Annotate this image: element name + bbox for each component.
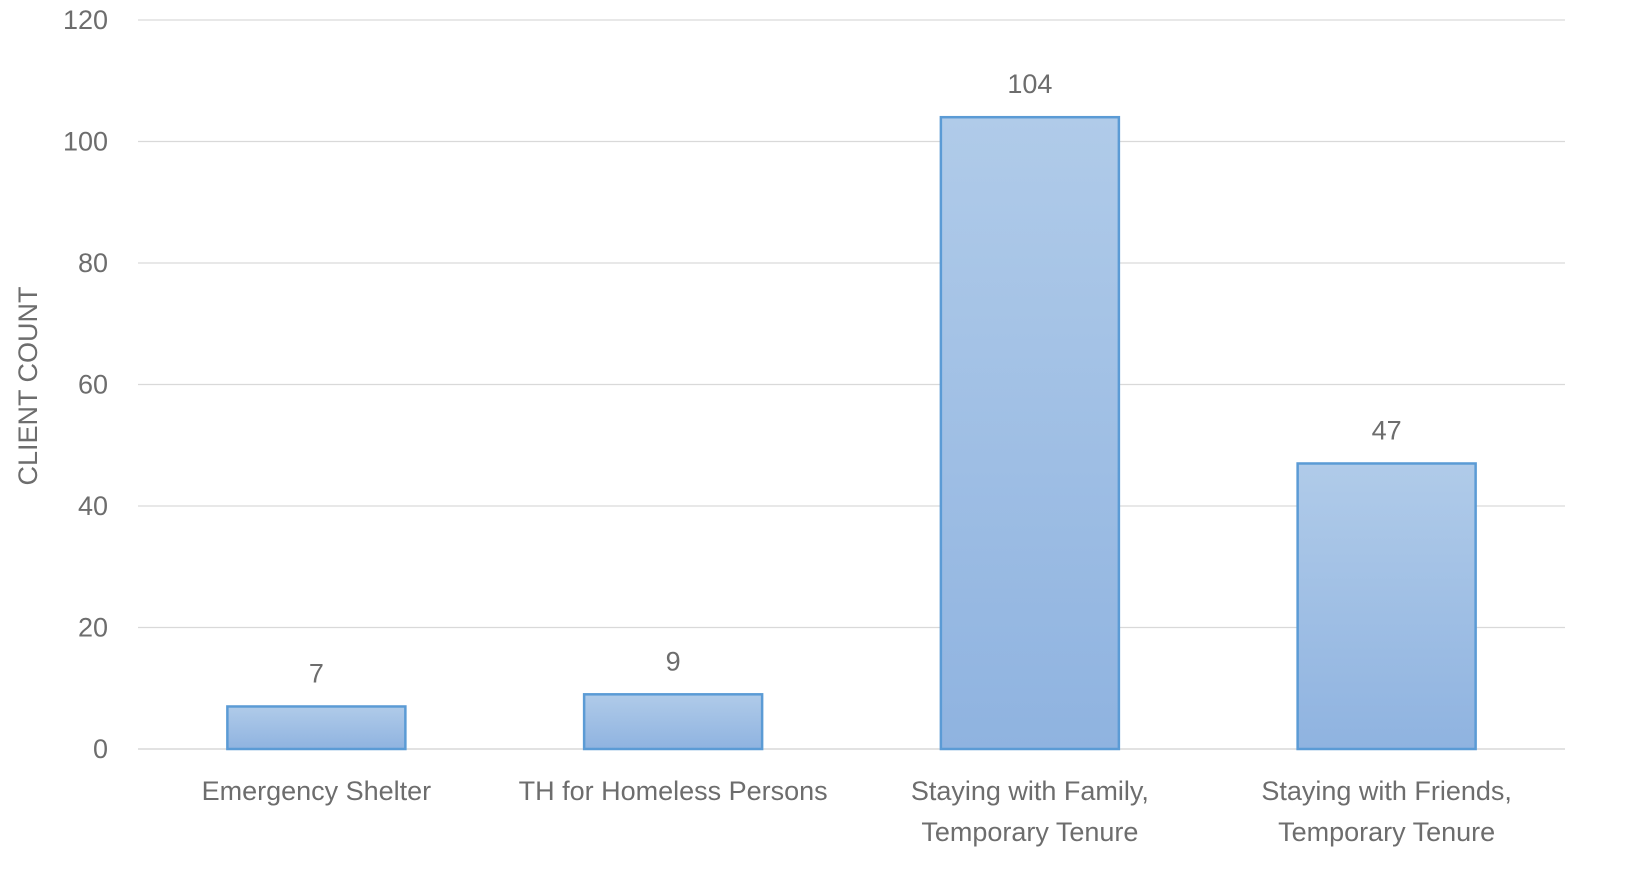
x-category-label: Staying with Family, [911,776,1149,806]
data-label: 7 [309,658,324,688]
y-tick-label: 80 [78,248,108,278]
bar [939,115,1121,751]
bar [1296,462,1477,751]
y-tick-label: 0 [93,734,108,764]
data-labels: 7 9 104 47 [309,69,1402,688]
bar [226,705,407,751]
y-axis-ticks: 0 20 40 60 80 100 120 [63,5,108,764]
y-tick-label: 120 [63,5,108,35]
x-category-label: Emergency Shelter [202,776,432,806]
y-tick-label: 60 [78,370,108,400]
x-category-label: Staying with Friends, [1261,776,1512,806]
bars [226,115,1477,751]
bar [582,693,764,751]
x-category-label: TH for Homeless Persons [519,776,828,806]
x-category-label: Temporary Tenure [1278,817,1495,847]
data-label: 47 [1372,415,1402,445]
y-axis-title: CLIENT COUNT [13,286,43,485]
data-label: 9 [666,646,681,676]
y-tick-label: 40 [78,491,108,521]
x-category-label: Temporary Tenure [921,817,1138,847]
data-label: 104 [1007,69,1052,99]
y-tick-label: 100 [63,127,108,157]
y-tick-label: 20 [78,613,108,643]
x-axis-categories: Emergency Shelter TH for Homeless Persons… [202,776,1512,847]
